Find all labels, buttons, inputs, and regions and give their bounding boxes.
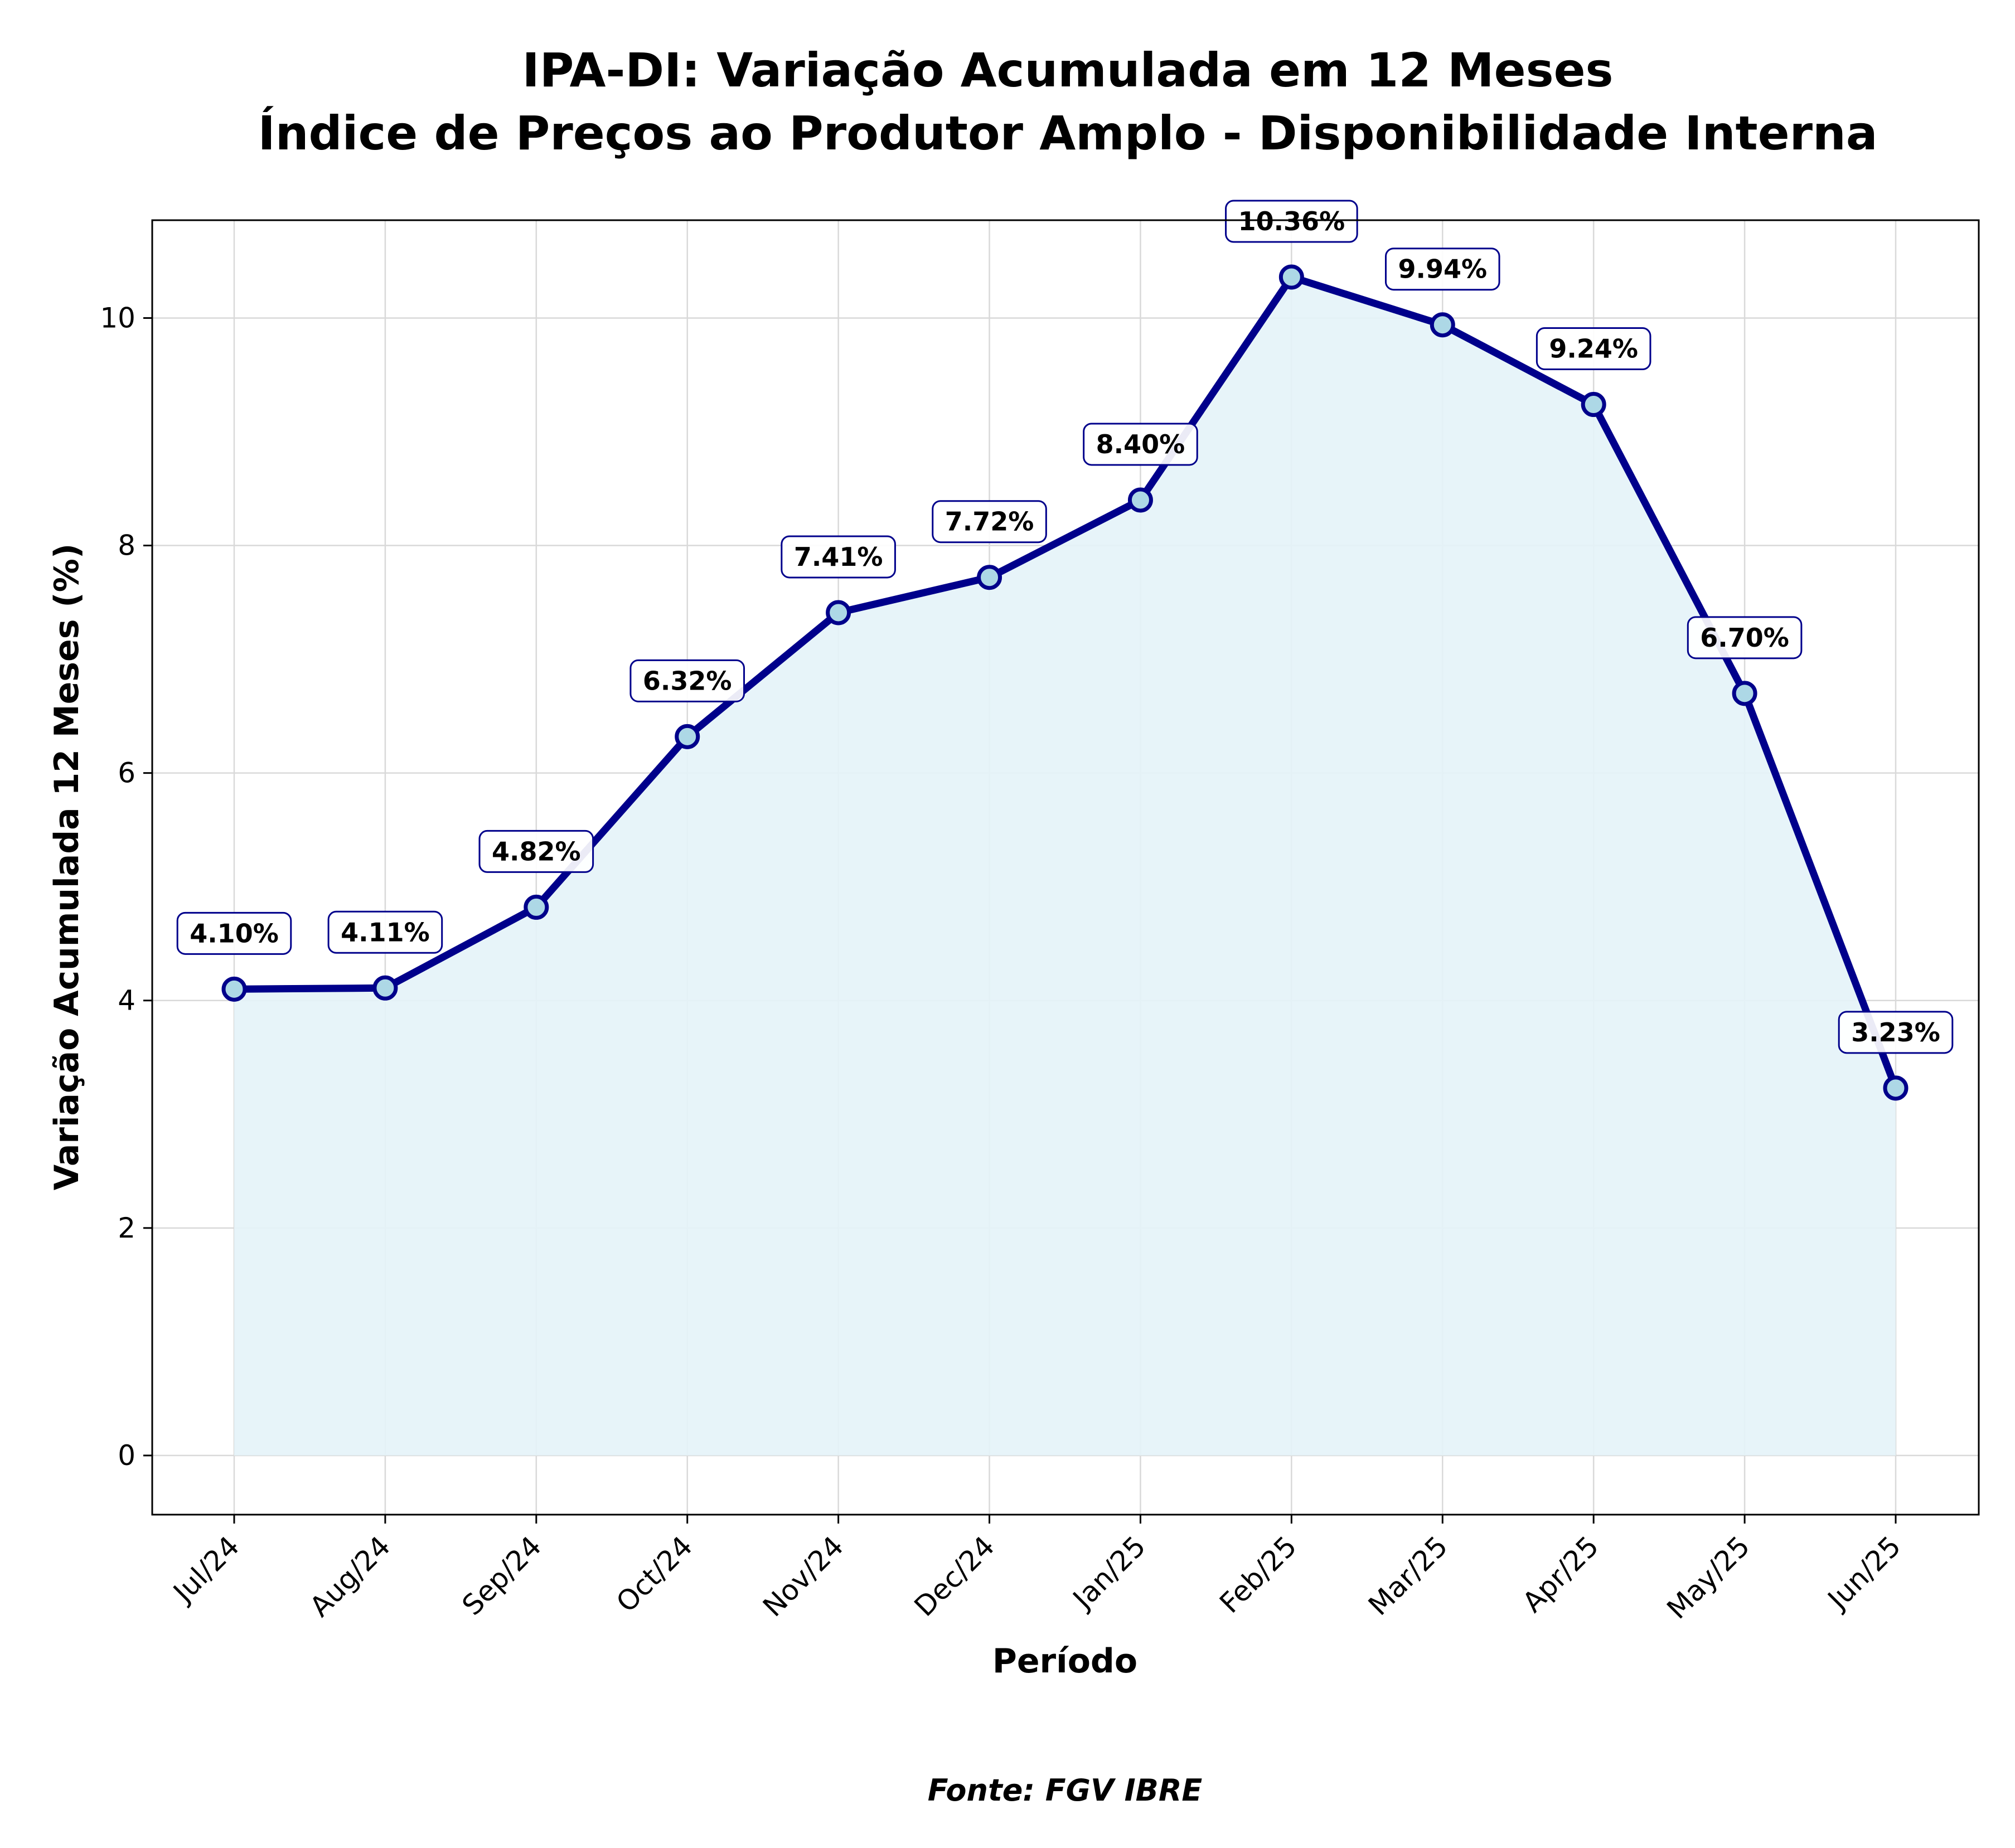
data-label-text: 6.70% [1700,623,1789,653]
data-label-box [1536,327,1651,371]
data-label-box [1687,616,1803,659]
data-label-box [932,500,1047,544]
data-point [1581,392,1606,418]
data-point [372,975,398,1001]
y-axis-label: Variação Acumulada 12 Meses (%) [47,544,86,1191]
data-label-text: 4.10% [190,918,279,948]
data-point [1430,312,1455,338]
chart-title-line-1: IPA-DI: Variação Acumulada em 12 Meses [522,43,1613,98]
data-label: 7.72% [932,500,1047,544]
area-fill [234,277,1896,1456]
series-line-group [230,273,1900,1092]
data-label-box [478,830,594,873]
data-label-text: 8.40% [1096,429,1185,459]
y-tick-label: 6 [118,757,135,789]
data-label-text: 7.72% [945,507,1034,537]
data-point [826,600,851,625]
data-label: 4.10% [176,911,292,955]
data-label-text: 3.23% [1851,1017,1940,1047]
series-line [230,273,1900,1092]
data-labels-group: 4.10% 4.11% 4.82% 6.32% 7.41% 7.72% 8.40% 10.36… [176,200,1954,1054]
data-label-box [1384,248,1500,291]
data-label-text: 4.11% [341,917,430,947]
data-label: 8.40% [1083,423,1198,466]
data-label-box [176,911,292,955]
data-label: 9.24% [1536,327,1651,371]
data-label-text: 10.36% [1238,206,1345,236]
data-point [221,976,247,1002]
plot-frame [151,219,1980,1516]
data-point [977,565,1002,590]
data-label-text: 9.24% [1549,334,1638,364]
data-label-text: 7.41% [794,542,883,572]
data-label: 4.11% [327,910,443,954]
y-tick-label: 2 [118,1212,135,1244]
data-label: 6.32% [629,659,745,702]
data-point [1278,264,1304,290]
data-label: 10.36% [1225,200,1358,243]
data-label-box [781,535,896,579]
data-point [1127,487,1153,513]
source-note: Fonte: FGV IBRE [928,1773,1203,1808]
x-axis-label: Período [992,1642,1137,1681]
data-label-text: 9.94% [1398,254,1487,284]
y-tick-label: 4 [118,984,135,1017]
data-point [1883,1075,1909,1101]
y-tick-label: 8 [118,530,135,562]
data-point [524,894,549,920]
y-tick-label: 0 [118,1439,135,1472]
data-label: 6.70% [1687,616,1803,659]
area-fill-group [234,277,1896,1456]
markers-group [221,264,1909,1101]
data-point [1732,681,1757,706]
data-label-box [629,659,745,702]
data-label-box [327,910,443,954]
data-label-box [1225,200,1358,243]
data-label-text: 4.82% [492,836,581,866]
y-tick-label: 10 [100,302,135,334]
data-label: 7.41% [781,535,896,579]
data-point [675,724,700,749]
data-label: 4.82% [478,830,594,873]
chart-title-line-2: Índice de Preços ao Produtor Amplo - Dis… [258,106,1877,161]
data-label: 9.94% [1384,248,1500,291]
data-label: 3.23% [1838,1011,1954,1054]
data-label-box [1083,423,1198,466]
y-axis-ticks: 0 2 4 6 8 10 [100,302,152,1472]
data-label-box [1838,1011,1954,1054]
data-label-text: 6.32% [643,666,732,696]
